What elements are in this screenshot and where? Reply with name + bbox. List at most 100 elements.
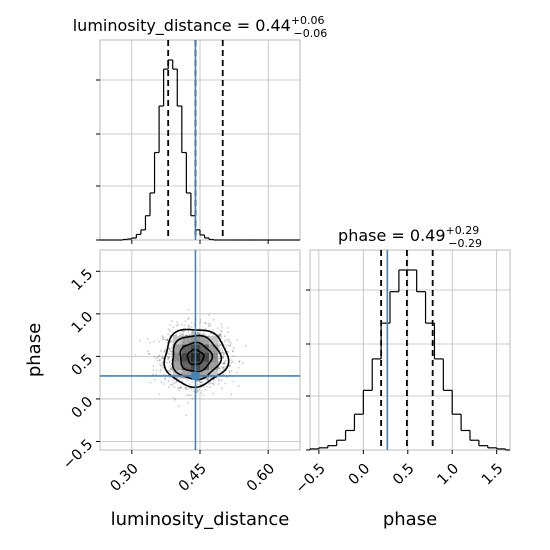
joint-sample-point	[237, 385, 240, 387]
joint-sample-point	[172, 397, 175, 399]
joint-sample-point	[223, 352, 225, 355]
joint-sample-point	[175, 324, 178, 327]
joint-sample-point	[187, 318, 189, 321]
joint-sample-point	[223, 362, 226, 365]
joint-sample-point	[204, 322, 207, 325]
joint-sample-point	[218, 344, 221, 346]
joint-sample-point	[212, 382, 215, 384]
joint-sample-point	[198, 333, 201, 335]
joint-density-cell-4-2	[209, 352, 219, 362]
joint-sample-point	[161, 355, 164, 358]
joint-sample-point	[157, 356, 160, 359]
joint-sample-point	[170, 340, 173, 343]
joint-sample-point	[230, 341, 232, 344]
joint-sample-point	[218, 346, 221, 349]
joint-sample-point	[188, 324, 190, 327]
joint-sample-point	[191, 330, 194, 333]
joint-sample-point	[175, 380, 178, 383]
joint-sample-point	[152, 365, 155, 367]
joint-sample-point	[164, 377, 167, 380]
joint-ytick-label-2: 0.5	[69, 351, 97, 379]
joint-sample-point	[190, 325, 193, 328]
joint-sample-point	[238, 360, 241, 363]
joint-sample-point	[223, 362, 226, 365]
joint-xtick-label-1: 0.45	[176, 461, 210, 495]
joint-sample-point	[180, 323, 183, 326]
joint-sample-point	[190, 321, 193, 324]
joint-sample-point	[167, 328, 170, 331]
marginal-phase-histogram	[309, 269, 510, 451]
joint-density-cell-4-1	[209, 361, 219, 370]
joint-sample-point	[146, 337, 149, 340]
joint-sample-point	[238, 360, 241, 363]
joint-sample-point	[166, 338, 169, 340]
joint-sample-point	[169, 323, 172, 326]
joint-sample-point	[202, 333, 205, 336]
joint-sample-point	[190, 388, 193, 390]
joint-sample-point	[213, 384, 216, 386]
joint-sample-point	[166, 339, 169, 342]
joint-sample-point	[219, 367, 221, 370]
marginal-luminosity-distance: luminosity_distance = 0.44+0.06 −0.06	[73, 14, 327, 244]
joint-sample-point	[160, 350, 162, 352]
joint-sample-point	[193, 332, 196, 334]
joint-sample-point	[175, 334, 178, 337]
joint-sample-point	[152, 340, 155, 343]
joint-sample-point	[168, 361, 171, 364]
joint-sample-point	[221, 351, 223, 354]
joint-sample-point	[221, 351, 224, 354]
joint-sample-point	[204, 321, 206, 324]
title-luminosity-distance-value: 0.44	[255, 16, 291, 35]
joint-sample-point	[241, 362, 244, 364]
joint-sample-point	[231, 361, 234, 363]
joint-sample-point	[236, 338, 239, 341]
joint-sample-point	[160, 381, 163, 384]
joint-density-cell-1-1	[181, 361, 191, 370]
joint-sample-point	[222, 366, 225, 369]
xlabel-phase: phase	[383, 509, 437, 530]
joint-sample-point	[187, 401, 190, 404]
joint-sample-point	[197, 388, 200, 391]
joint-contour-3	[163, 328, 230, 389]
joint-sample-point	[189, 383, 191, 386]
joint-sample-point	[199, 320, 202, 323]
joint-sample-point	[168, 386, 170, 389]
joint-sample-point	[192, 333, 195, 336]
phase-xtick-label-0: −0.5	[293, 461, 329, 497]
joint-sample-point	[173, 386, 176, 388]
joint-density-cell-1-4	[181, 335, 191, 345]
joint-sample-point	[227, 344, 230, 347]
joint-sample-point	[201, 381, 204, 384]
joint-sample-point	[204, 388, 207, 391]
joint-sample-point	[221, 349, 223, 352]
joint-sample-point	[218, 383, 221, 385]
joint-sample-point	[170, 383, 172, 386]
ylabel-phase: phase	[24, 323, 45, 377]
joint-sample-point	[200, 381, 202, 383]
joint-sample-point	[229, 344, 232, 346]
joint-sample-point	[230, 359, 233, 361]
joint-density-cell-4-0	[209, 370, 219, 379]
joint-sample-point	[162, 383, 165, 385]
joint-sample-point	[211, 382, 214, 385]
marginal-phase-ticks: −0.5 0.0 0.5 1.0 1.5	[293, 289, 507, 497]
joint-sample-point	[232, 350, 234, 353]
phase-xtick-label-3: 1.0	[435, 461, 463, 489]
joint-grid	[100, 250, 300, 450]
joint-sample-point	[163, 350, 166, 353]
title-phase-value: 0.49	[410, 226, 446, 245]
joint-sample-point	[228, 339, 230, 341]
joint-sample-point	[210, 382, 213, 385]
joint-sample-point	[197, 332, 200, 334]
joint-sample-point	[217, 342, 220, 345]
joint-sample-point	[169, 367, 172, 370]
title-phase-minus: −0.29	[448, 237, 482, 250]
joint-sample-point	[185, 388, 187, 391]
joint-sample-point	[220, 379, 223, 382]
joint-sample-point	[164, 338, 167, 341]
joint-density-cell-0-0	[172, 370, 182, 379]
joint-sample-point	[174, 398, 177, 401]
joint-sample-point	[229, 364, 231, 367]
joint-sample-point	[184, 387, 187, 389]
joint-sample-point	[169, 347, 171, 350]
